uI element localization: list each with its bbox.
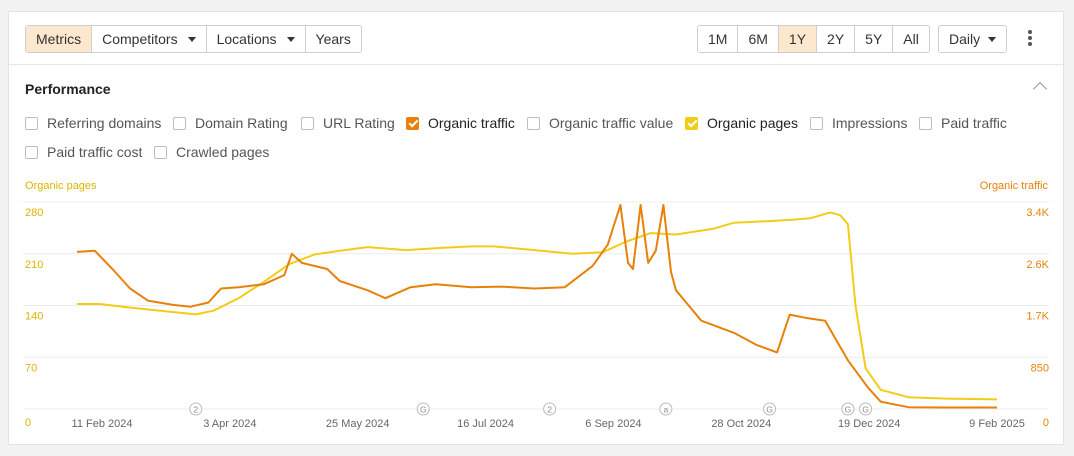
checkbox[interactable] [154, 145, 167, 159]
left-tick-label: 0 [25, 417, 31, 429]
x-tick-label: 16 Jul 2024 [457, 418, 514, 430]
right-axis-title: Organic traffic [979, 180, 1048, 192]
range-6m[interactable]: 6M [738, 26, 779, 52]
right-tick-label: 0 [1043, 417, 1049, 429]
series-line-organic-pages [77, 211, 998, 401]
range-1y[interactable]: 1Y [778, 26, 818, 52]
metric-url-rating[interactable]: URL Rating [301, 115, 395, 131]
checkbox[interactable] [406, 116, 419, 130]
metric-label: Paid traffic [941, 115, 1007, 131]
tab-label: Competitors [102, 31, 178, 47]
x-tick-label: 25 May 2024 [326, 418, 390, 430]
metric-label: Organic pages [707, 115, 799, 131]
metric-label: Paid traffic cost [47, 144, 143, 160]
annotation-marker[interactable] [763, 402, 777, 416]
metric-label: URL Rating [323, 115, 395, 131]
range-label: 5Y [865, 31, 883, 47]
metric-label: Referring domains [47, 115, 162, 131]
left-axis-title: Organic pages [25, 180, 97, 192]
tab-metrics[interactable]: Metrics [26, 26, 93, 52]
annotation-marker[interactable] [189, 402, 203, 416]
left-tick-label: 280 [25, 207, 43, 219]
annotation-label: G [766, 405, 773, 415]
left-tick-label: 70 [25, 362, 37, 374]
section-title: Performance [25, 81, 111, 97]
range-label: 6M [748, 31, 768, 47]
annotation-label: G [845, 405, 852, 415]
metric-organic-pages[interactable]: Organic pages [685, 115, 798, 131]
kebab-icon[interactable] [1026, 28, 1034, 48]
toolbar: Metrics Competitors Locations Years 1M 6M 1Y 2… [9, 12, 1063, 65]
range-label: 1M [708, 31, 728, 47]
series-line-organic-traffic [76, 204, 997, 409]
range-label: 1Y [788, 31, 807, 47]
chevron-down-icon [988, 36, 997, 42]
metric-label: Organic traffic value [549, 115, 674, 131]
left-tick-label: 140 [25, 311, 43, 323]
annotation-label: a [664, 405, 669, 415]
annotation-marker[interactable] [416, 402, 430, 416]
range-all[interactable]: All [893, 26, 929, 52]
tab-label: Locations [216, 31, 277, 47]
x-tick-label: 3 Apr 2024 [203, 418, 256, 430]
metric-paid-traffic[interactable]: Paid traffic [919, 115, 1007, 131]
range-label: All [903, 31, 919, 47]
checkbox[interactable] [810, 116, 823, 130]
metric-paid-traffic-cost[interactable]: Paid traffic cost [25, 144, 142, 160]
annotation-marker[interactable] [659, 402, 673, 416]
performance-card: Metrics Competitors Locations Years 1M 6M 1Y 2… [8, 11, 1064, 445]
tab-locations[interactable]: Locations [206, 26, 306, 52]
range-1m[interactable]: 1M [698, 26, 739, 52]
x-tick-label: 11 Feb 2024 [72, 418, 133, 430]
annotation-label: G [862, 405, 869, 415]
performance-chart: 0 0 70 850 140 1.7K 210 2.6K 280 3.4K 11 Feb 2024 3… [23, 201, 1050, 430]
interval-label: Daily [949, 31, 981, 47]
metric-label: Impressions [832, 115, 908, 131]
tab-years[interactable]: Years [305, 26, 361, 52]
x-tick-label: 28 Oct 2024 [711, 418, 771, 430]
checkbox[interactable] [301, 116, 314, 130]
metric-label: Domain Rating [195, 115, 288, 131]
metric-organic-traffic-value[interactable]: Organic traffic value [527, 115, 673, 131]
interval-dropdown[interactable]: Daily [938, 25, 1008, 53]
x-tick-label: 9 Feb 2025 [969, 418, 1025, 430]
view-tabs: Metrics Competitors Locations Years [25, 25, 362, 53]
x-tick-label: 6 Sep 2024 [585, 418, 641, 430]
range-tabs: 1M 6M 1Y 2Y 5Y All [697, 25, 930, 53]
annotation-marker[interactable] [859, 402, 873, 416]
checkbox[interactable] [527, 116, 540, 130]
right-tick-label: 2.6K [1026, 259, 1049, 271]
checkbox[interactable] [173, 116, 186, 130]
range-5y[interactable]: 5Y [855, 26, 894, 52]
range-label: 2Y [827, 31, 845, 47]
chevron-down-icon [187, 36, 196, 42]
metric-organic-traffic[interactable]: Organic traffic [406, 115, 515, 131]
right-tick-label: 1.7K [1026, 311, 1049, 323]
checkbox[interactable] [25, 145, 38, 159]
right-tick-label: 850 [1031, 362, 1049, 374]
tab-competitors[interactable]: Competitors [92, 26, 207, 52]
annotation-marker[interactable] [841, 402, 855, 416]
range-2y[interactable]: 2Y [817, 26, 856, 52]
metric-referring-domains[interactable]: Referring domains [25, 115, 161, 131]
metric-domain-rating[interactable]: Domain Rating [173, 115, 288, 131]
annotation-marker[interactable] [543, 402, 557, 416]
x-tick-label: 19 Dec 2024 [838, 418, 900, 430]
chevron-down-icon [286, 36, 295, 42]
left-tick-label: 210 [25, 259, 43, 271]
checkbox[interactable] [919, 116, 932, 130]
checkbox[interactable] [25, 116, 38, 130]
annotation-label: G [420, 405, 427, 415]
metric-label: Organic traffic [428, 115, 515, 131]
checkbox[interactable] [685, 116, 698, 130]
metric-crawled-pages[interactable]: Crawled pages [154, 144, 269, 160]
annotation-label: 2 [193, 405, 198, 415]
annotation-label: 2 [547, 405, 552, 415]
tab-label: Metrics [36, 31, 82, 47]
metric-label: Crawled pages [176, 144, 270, 160]
right-tick-label: 3.4K [1026, 207, 1049, 219]
metric-impressions[interactable]: Impressions [810, 115, 907, 131]
tab-label: Years [315, 31, 351, 47]
